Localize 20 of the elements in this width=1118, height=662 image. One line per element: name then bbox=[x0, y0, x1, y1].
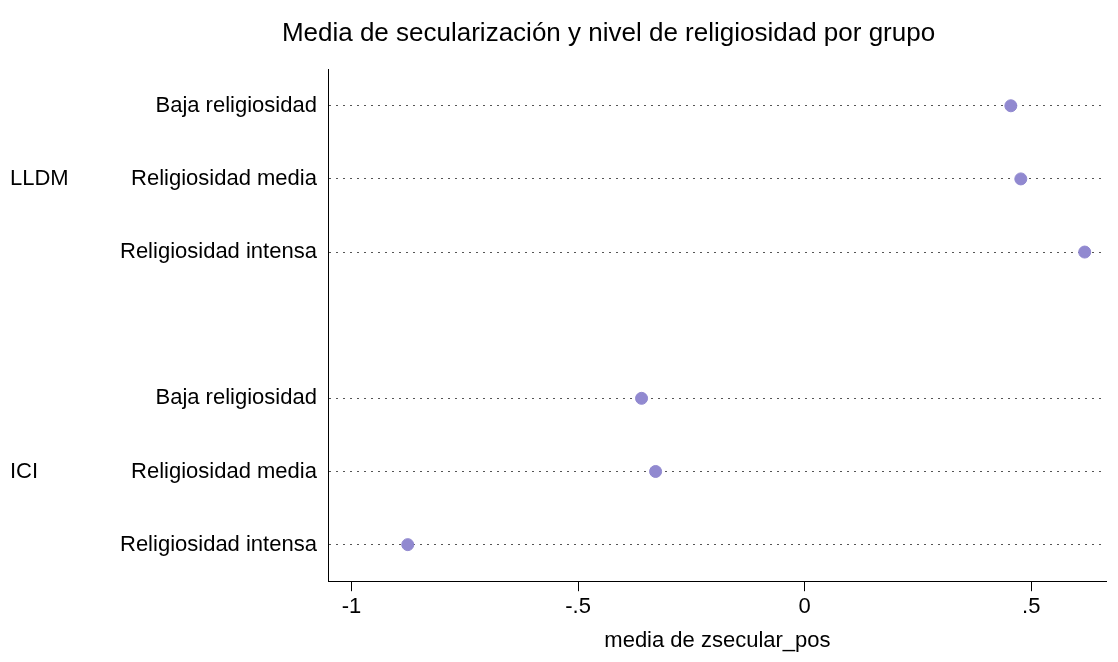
x-tick-label: 0 bbox=[798, 593, 811, 619]
y-tick-label: Religiosidad media bbox=[131, 164, 318, 190]
x-tick-label: -.5 bbox=[565, 593, 591, 619]
point bbox=[1004, 99, 1018, 113]
point bbox=[1014, 172, 1028, 186]
y-tick-label: Religiosidad media bbox=[131, 457, 318, 483]
text: LLDM bbox=[10, 164, 69, 190]
x-axis-title: media de zsecular_pos bbox=[604, 626, 831, 652]
x-tick-label: .5 bbox=[1022, 593, 1041, 619]
y-tick-label: Religiosidad intensa bbox=[120, 530, 318, 556]
point bbox=[635, 391, 649, 405]
point bbox=[649, 464, 663, 478]
point bbox=[1078, 245, 1092, 259]
point bbox=[401, 538, 415, 552]
x-tick-label: -1 bbox=[341, 593, 362, 619]
y-tick-label: Religiosidad intensa bbox=[120, 238, 318, 264]
y-tick-label: Baja religiosidad bbox=[155, 384, 317, 410]
chart-title: Media de secularización y nivel de religiosidad por grupo bbox=[281, 16, 936, 47]
y-tick-label: Baja religiosidad bbox=[155, 91, 317, 117]
text: ICI bbox=[10, 457, 39, 483]
